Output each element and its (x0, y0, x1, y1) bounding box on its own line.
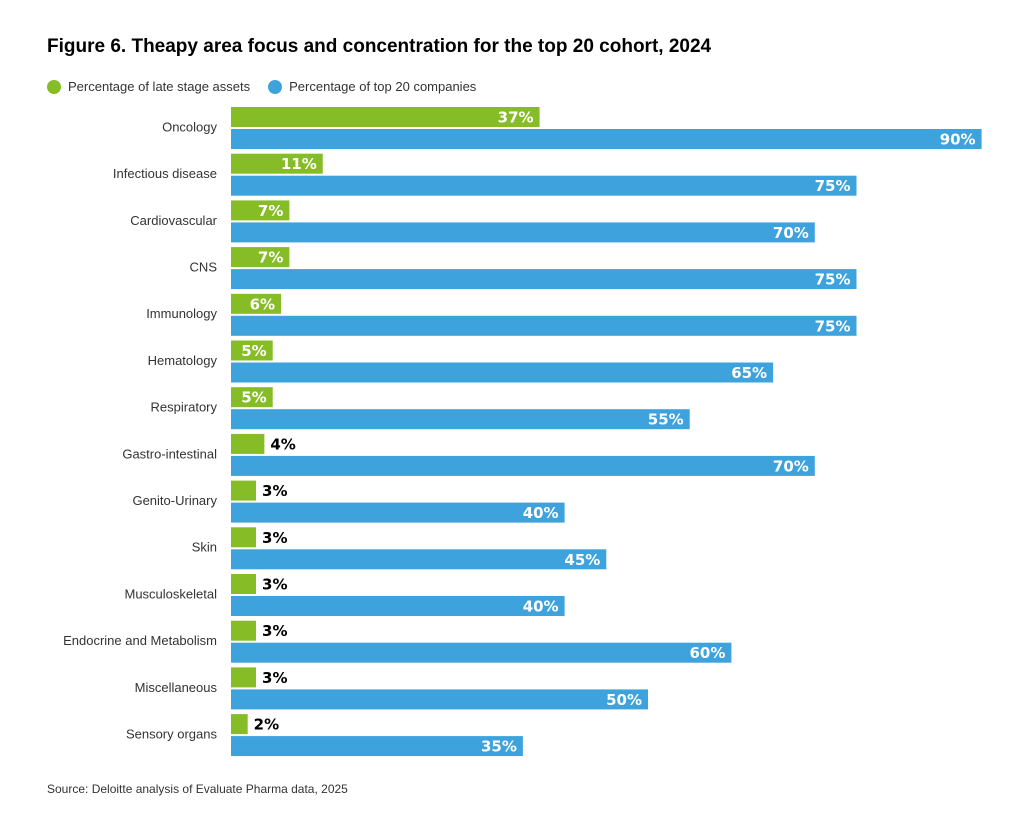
top20-value-cns: 75% (815, 271, 851, 289)
top20-value-miscellaneous: 50% (606, 691, 642, 709)
late-stage-value-musculoskeletal: 3% (262, 576, 287, 594)
category-label-endocrine-and-metabolism: Endocrine and Metabolism (63, 633, 217, 648)
category-label-cns: CNS (190, 260, 218, 275)
late-stage-bar-sensory-organs (231, 714, 248, 735)
late-stage-value-cns: 7% (258, 249, 283, 267)
late-stage-bar-respiratory (231, 387, 273, 408)
late-stage-bar-skin (231, 527, 257, 548)
top20-value-oncology: 90% (940, 131, 976, 149)
bar-chart: Oncology 37% 90% Infectious disease 11% 75% Ca… (63, 107, 982, 757)
legend-item-top20: Percentage of top 20 companies (268, 79, 476, 94)
late-stage-value-infectious-disease: 11% (281, 155, 317, 173)
legend-swatch-blue (268, 79, 283, 94)
top20-bar-gastro-intestinal (231, 455, 815, 476)
late-stage-value-hematology: 5% (241, 342, 266, 360)
category-label-oncology: Oncology (162, 119, 217, 134)
top20-value-gastro-intestinal: 70% (773, 457, 809, 475)
top20-bar-sensory-organs (231, 736, 523, 757)
top20-bar-respiratory (231, 409, 690, 430)
category-label-infectious-disease: Infectious disease (113, 166, 217, 181)
top20-bar-oncology (231, 129, 982, 149)
late-stage-value-immunology: 6% (250, 295, 275, 313)
top20-value-cardiovascular: 70% (773, 224, 809, 242)
top20-bar-endocrine-and-metabolism (231, 642, 732, 663)
top20-bar-genito-urinary (231, 502, 565, 523)
category-label-sensory-organs: Sensory organs (126, 727, 218, 742)
late-stage-value-miscellaneous: 3% (262, 669, 287, 687)
late-stage-bar-infectious-disease (231, 153, 323, 174)
late-stage-value-respiratory: 5% (241, 389, 266, 407)
category-label-musculoskeletal: Musculoskeletal (125, 586, 218, 601)
late-stage-value-endocrine-and-metabolism: 3% (262, 622, 287, 640)
late-stage-bar-miscellaneous (231, 667, 257, 688)
category-label-cardiovascular: Cardiovascular (130, 213, 217, 228)
top20-value-immunology: 75% (815, 317, 851, 335)
top20-bar-infectious-disease (231, 175, 857, 196)
top20-value-infectious-disease: 75% (815, 177, 851, 195)
late-stage-bar-immunology (231, 293, 282, 314)
late-stage-value-skin: 3% (262, 529, 287, 547)
category-label-gastro-intestinal: Gastro-intestinal (122, 446, 217, 461)
late-stage-bar-hematology (231, 340, 273, 361)
chart-title: Figure 6. Theapy area focus and concentr… (47, 36, 712, 57)
source-note: Source: Deloitte analysis of Evaluate Ph… (47, 782, 348, 796)
top20-value-musculoskeletal: 40% (523, 598, 559, 616)
category-label-hematology: Hematology (148, 353, 218, 368)
category-label-respiratory: Respiratory (151, 400, 218, 415)
top20-bar-miscellaneous (231, 689, 648, 710)
category-label-miscellaneous: Miscellaneous (135, 680, 218, 695)
top20-bar-cns (231, 269, 857, 290)
late-stage-bar-cns (231, 247, 290, 268)
late-stage-value-sensory-organs: 2% (254, 716, 279, 734)
legend-swatch-green (47, 79, 61, 94)
late-stage-bar-endocrine-and-metabolism (231, 620, 257, 641)
top20-bar-musculoskeletal (231, 596, 565, 616)
top20-bar-immunology (231, 315, 857, 336)
top20-value-endocrine-and-metabolism: 60% (689, 644, 725, 662)
legend-label-late-stage: Percentage of late stage assets (68, 79, 251, 94)
legend-label-top20: Percentage of top 20 companies (289, 79, 477, 94)
late-stage-value-genito-urinary: 3% (262, 482, 287, 500)
legend: Percentage of late stage assets Percenta… (47, 79, 494, 94)
top20-bar-hematology (231, 362, 774, 383)
late-stage-bar-cardiovascular (231, 200, 290, 221)
top20-value-skin: 45% (564, 551, 600, 569)
late-stage-bar-genito-urinary (231, 480, 257, 501)
late-stage-bar-musculoskeletal (231, 574, 257, 594)
legend-item-late-stage: Percentage of late stage assets (47, 79, 250, 94)
late-stage-value-gastro-intestinal: 4% (270, 435, 295, 453)
late-stage-bar-gastro-intestinal (231, 433, 265, 454)
category-label-immunology: Immunology (146, 306, 217, 321)
category-label-genito-urinary: Genito-Urinary (132, 493, 217, 508)
top20-value-genito-urinary: 40% (523, 504, 559, 522)
top20-bar-cardiovascular (231, 222, 815, 243)
late-stage-bar-oncology (231, 107, 540, 127)
late-stage-value-oncology: 37% (498, 109, 534, 127)
top20-value-respiratory: 55% (648, 411, 684, 429)
top20-bar-skin (231, 549, 607, 570)
top20-value-hematology: 65% (731, 364, 767, 382)
top20-value-sensory-organs: 35% (481, 738, 517, 756)
category-label-skin: Skin (192, 540, 217, 555)
late-stage-value-cardiovascular: 7% (258, 202, 283, 220)
